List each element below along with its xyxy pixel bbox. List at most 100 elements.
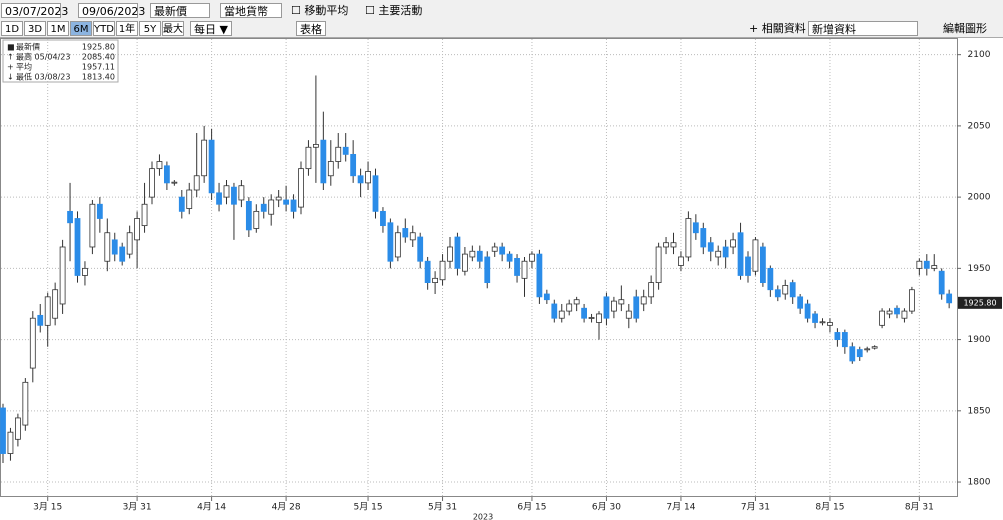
legend-name: 最高 05/04/23 <box>16 52 70 62</box>
related-button[interactable]: + 相關資料 ▾ <box>749 22 815 35</box>
candle-body <box>312 144 319 148</box>
candle-body <box>856 349 863 358</box>
candle-body <box>819 321 826 324</box>
candle-body <box>633 296 640 319</box>
range-button[interactable]: YTD <box>93 21 115 36</box>
candle-body <box>372 175 379 212</box>
legend-marker: ↑ <box>7 53 14 62</box>
candle-body <box>700 228 707 248</box>
edit-chart[interactable]: 編輯圖形 <box>943 22 987 35</box>
x-tick-label: 8月 31 <box>905 502 934 513</box>
candle-body <box>275 196 282 201</box>
ma-label: 移動平均 <box>304 4 349 17</box>
candle-body <box>484 256 491 284</box>
candle-body <box>909 289 915 312</box>
legend-marker: ■ <box>7 43 15 52</box>
candle-body <box>223 185 230 198</box>
candle-body <box>521 260 528 279</box>
y-tick-label: 1950 <box>968 264 991 274</box>
x-tick-label: 3月 15 <box>33 502 62 513</box>
legend-marker: ↓ <box>7 73 14 82</box>
candle-body <box>588 317 595 319</box>
range-button[interactable]: 5Y <box>139 21 161 36</box>
x-tick-label: 8月 15 <box>815 502 844 513</box>
candle-body <box>305 146 312 170</box>
ma-toggle[interactable]: ☐ 移動平均 <box>291 4 349 17</box>
candle-body <box>476 250 483 262</box>
x-tick-label: 5月 31 <box>428 502 457 513</box>
y-tick-label: 2100 <box>968 50 991 60</box>
candle-body <box>692 222 699 234</box>
candle-body <box>134 218 141 241</box>
toolbar: 03/07/2023 09/06/2023 最新價 當地貨幣 ☐ 移動平均 ☐ … <box>0 0 1003 38</box>
candle-body <box>834 332 841 340</box>
candle-body <box>774 289 781 298</box>
candle-body <box>238 185 245 201</box>
candle-body <box>67 210 73 224</box>
candle-body <box>827 322 833 326</box>
start-date[interactable]: 03/07/2023 <box>1 3 68 18</box>
frequency[interactable]: 每日 ▼ <box>190 21 232 36</box>
candle-body <box>499 246 506 255</box>
x-tick-label: 6月 30 <box>592 502 621 513</box>
candle-body <box>543 293 550 301</box>
candle-body <box>432 277 439 284</box>
candle-body <box>298 168 304 208</box>
candle-body <box>767 267 774 291</box>
candle-body <box>678 256 684 266</box>
range-button[interactable]: 最大 <box>162 21 184 36</box>
candle-body <box>894 307 900 315</box>
candle-body <box>268 199 275 215</box>
candle-body <box>350 153 357 177</box>
candle-body <box>260 203 267 212</box>
plot-frame <box>0 38 958 497</box>
candle-body <box>454 236 461 269</box>
candle-body <box>89 203 96 248</box>
candle-body <box>156 161 163 170</box>
candle-body <box>618 299 625 305</box>
legend-box <box>2 39 119 83</box>
end-date[interactable]: 09/06/2023 <box>78 3 145 18</box>
candle-body <box>409 232 416 241</box>
legend-value: 2085.40 <box>82 53 115 62</box>
candle-body <box>74 218 81 276</box>
range-button[interactable]: 6M <box>70 21 92 36</box>
table-button[interactable]: 表格 <box>296 21 326 36</box>
x-tick-label: 3月 31 <box>123 502 152 513</box>
candle-body <box>357 175 364 184</box>
range-button[interactable]: 1D <box>1 21 23 36</box>
range-button[interactable]: 3D <box>24 21 46 36</box>
candle-body <box>596 313 602 323</box>
candle-body <box>625 310 632 319</box>
candle-body <box>231 186 237 205</box>
candle-body <box>685 218 692 258</box>
y-tick-label: 1850 <box>968 406 991 416</box>
field-select[interactable]: 最新價 <box>150 3 210 18</box>
candle-body <box>760 246 766 284</box>
candle-body <box>938 270 945 295</box>
candle-body <box>864 348 871 351</box>
candle-body <box>253 210 260 229</box>
candle-body <box>730 239 736 248</box>
x-tick-label: 5月 15 <box>354 502 383 513</box>
candle-body <box>7 431 14 454</box>
events-toggle[interactable]: ☐ 主要活動 <box>365 4 423 17</box>
range-button[interactable]: 1年 <box>116 21 138 36</box>
add-data[interactable]: 新增資料 <box>808 21 918 36</box>
candle-body <box>603 296 610 319</box>
candle-body <box>812 313 818 323</box>
candle-body <box>402 228 409 238</box>
candle-body <box>655 246 662 284</box>
candle-body <box>640 296 647 305</box>
x-tick-label: 4月 28 <box>272 502 301 513</box>
candle-body <box>871 346 878 349</box>
range-button[interactable]: 1M <box>47 21 69 36</box>
currency-select[interactable]: 當地貨幣 <box>220 3 282 18</box>
candle-body <box>648 282 655 298</box>
candle-body <box>245 201 252 231</box>
candle-body <box>44 296 51 326</box>
y-tick-label: 2000 <box>968 193 991 203</box>
candle-body <box>119 246 126 262</box>
candle-body <box>931 265 938 269</box>
